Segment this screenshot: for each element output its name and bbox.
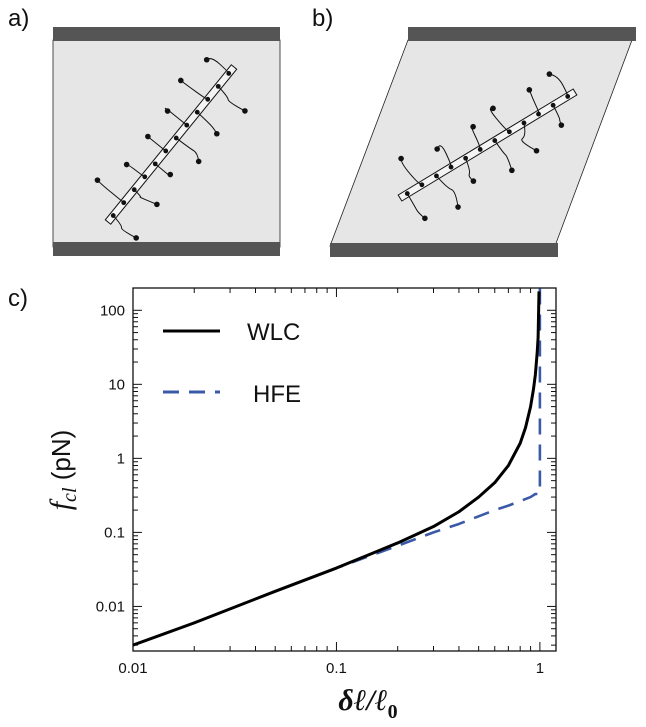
panel-b-cell <box>329 39 633 247</box>
crosslinker-end <box>558 122 565 128</box>
legend: WLC HFE <box>163 319 301 408</box>
panel-a-bottom-plate <box>53 242 280 256</box>
x-axis-label: δℓ/ℓ0 <box>338 684 397 723</box>
crosslinker-end <box>533 147 540 154</box>
crosslinker-arm <box>406 193 426 219</box>
binding-site <box>404 191 410 196</box>
panel-label-a: a) <box>8 5 29 32</box>
crosslinker-arm <box>400 158 423 186</box>
binding-site <box>448 164 454 170</box>
crosslinker-arm <box>465 158 474 182</box>
crosslinker-end <box>526 87 533 93</box>
y-axis-label-unit: (pN) <box>46 430 76 488</box>
y-axis-label-subscript: cl <box>59 487 81 502</box>
binding-site <box>521 120 527 126</box>
binding-site <box>477 147 483 152</box>
panel-b-top-plate <box>408 27 636 41</box>
crosslinker-end <box>546 71 553 77</box>
binding-site <box>173 135 179 141</box>
crosslinker-end <box>470 123 476 130</box>
panel-a-schematic <box>52 27 281 256</box>
crosslinker-end <box>214 130 220 137</box>
crosslinker-arm <box>175 137 200 162</box>
binding-site <box>142 174 148 180</box>
series-wlc-line <box>133 291 541 647</box>
crosslinker-end <box>470 178 477 184</box>
filament-rod <box>104 64 238 225</box>
crosslinker-arm <box>164 107 188 126</box>
y-axis-label: fcl (pN) <box>44 430 81 511</box>
binding-site <box>131 187 137 193</box>
panel-a-cell <box>52 39 281 248</box>
y-tick-label: 0.01 <box>96 598 125 615</box>
binding-site <box>434 173 439 179</box>
crosslinker-end <box>455 204 461 210</box>
crosslinker-end <box>422 215 428 222</box>
y-tick-label: 0.1 <box>104 524 125 541</box>
crosslinker-arm <box>133 189 158 205</box>
series-layer <box>133 288 542 647</box>
binding-site <box>152 161 158 167</box>
binding-site <box>492 138 498 143</box>
filament-rod <box>397 88 578 202</box>
binding-site <box>121 200 127 206</box>
panel-label-c: c) <box>8 285 28 312</box>
binding-site <box>226 71 232 76</box>
y-tick-label: 10 <box>108 376 125 393</box>
panel-b-schematic <box>329 27 636 257</box>
crosslinker-arm <box>521 122 537 152</box>
binding-site <box>506 129 512 135</box>
crosslinker-arm <box>217 86 246 112</box>
chart: 0.01 0.1 1 0.01 0.1 1 10 100 WLC HFE fcl (pN) δ… <box>44 287 557 723</box>
binding-site <box>163 148 169 154</box>
crosslinker-end <box>164 108 171 114</box>
binding-site <box>205 96 211 102</box>
binding-site <box>565 94 571 99</box>
panel-label-b: b) <box>312 5 333 32</box>
binding-site <box>194 109 200 115</box>
crosslinker-end <box>123 161 130 168</box>
binding-site <box>536 111 541 117</box>
crosslinker-arm <box>112 215 137 239</box>
crosslinker-arm <box>494 140 513 171</box>
x-tick-label: 0.1 <box>326 660 347 677</box>
crosslinker-end <box>195 158 202 165</box>
panel-b-bottom-plate <box>330 243 558 257</box>
legend-wlc-label: WLC <box>247 319 300 346</box>
binding-site <box>184 122 190 128</box>
crosslinker-end <box>434 146 440 152</box>
binding-site <box>110 213 116 218</box>
crosslinker-end <box>133 235 139 241</box>
axis-ticks: 0.01 0.1 1 0.01 0.1 1 10 100 <box>96 287 556 677</box>
binding-site <box>463 155 469 161</box>
crosslinker-end <box>203 56 210 63</box>
crosslinker-end <box>154 201 160 208</box>
y-tick-label: 1 <box>117 450 125 467</box>
panel-a-filament <box>94 56 248 241</box>
crosslinker-end <box>398 155 404 162</box>
x-tick-label: 1 <box>536 660 544 677</box>
series-hfe-line <box>133 288 542 647</box>
x-tick-label: 0.01 <box>118 660 147 677</box>
crosslinker-end <box>145 133 151 140</box>
crosslinker-end <box>178 77 184 84</box>
crosslinker-end <box>509 167 515 174</box>
crosslinker-end <box>242 108 248 114</box>
crosslinker-end <box>167 171 174 178</box>
crosslinker-arm <box>436 175 459 208</box>
legend-hfe-label: HFE <box>253 381 301 408</box>
binding-site <box>215 83 221 89</box>
crosslinker-end <box>490 105 496 112</box>
panel-a-top-plate <box>53 27 280 41</box>
binding-site <box>550 102 556 108</box>
plot-frame <box>132 287 557 652</box>
panel-b-filament <box>397 71 578 222</box>
crosslinker-end <box>94 177 101 183</box>
binding-site <box>419 182 425 188</box>
y-tick-label: 100 <box>100 302 125 319</box>
